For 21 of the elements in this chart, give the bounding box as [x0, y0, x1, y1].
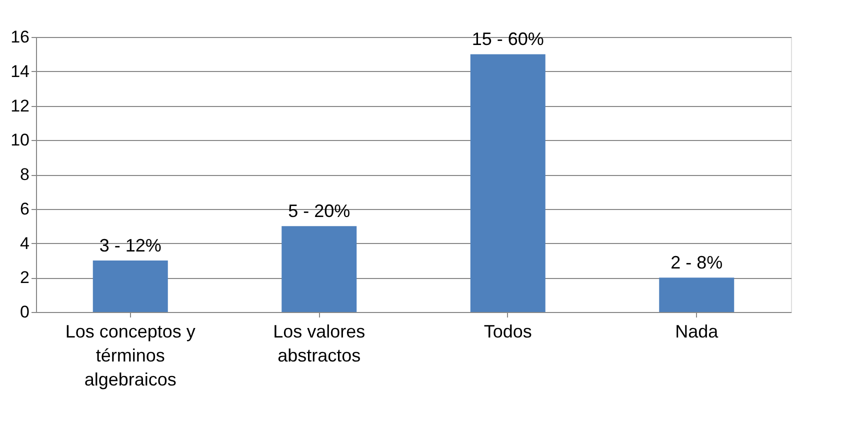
y-tick-label: 12 — [10, 96, 30, 116]
bar — [282, 226, 357, 312]
x-tick-label: Nada — [675, 322, 720, 342]
y-tick-label: 6 — [20, 199, 30, 218]
x-tick-label: Los valores abstractos — [273, 322, 366, 366]
y-tick-label: 16 — [10, 28, 30, 46]
y-tick-label: 8 — [20, 165, 30, 184]
y-tick-label: 2 — [20, 268, 30, 288]
y-tick-label: 4 — [20, 234, 30, 253]
data-label: 2 - 8% — [670, 252, 723, 273]
bar — [659, 278, 734, 312]
data-label: 15 - 60% — [472, 29, 544, 50]
data-label: 5 - 20% — [288, 201, 350, 222]
y-tick-label: 14 — [10, 62, 30, 81]
data-label: 3 - 12% — [99, 235, 162, 256]
bar — [470, 54, 546, 312]
x-tick-label: Todos — [484, 322, 532, 342]
x-tick-label: Los conceptos y términos algebraicos — [65, 322, 196, 390]
bar — [92, 260, 168, 312]
y-tick-label: 0 — [20, 302, 30, 322]
y-tick-label: 10 — [10, 130, 30, 150]
